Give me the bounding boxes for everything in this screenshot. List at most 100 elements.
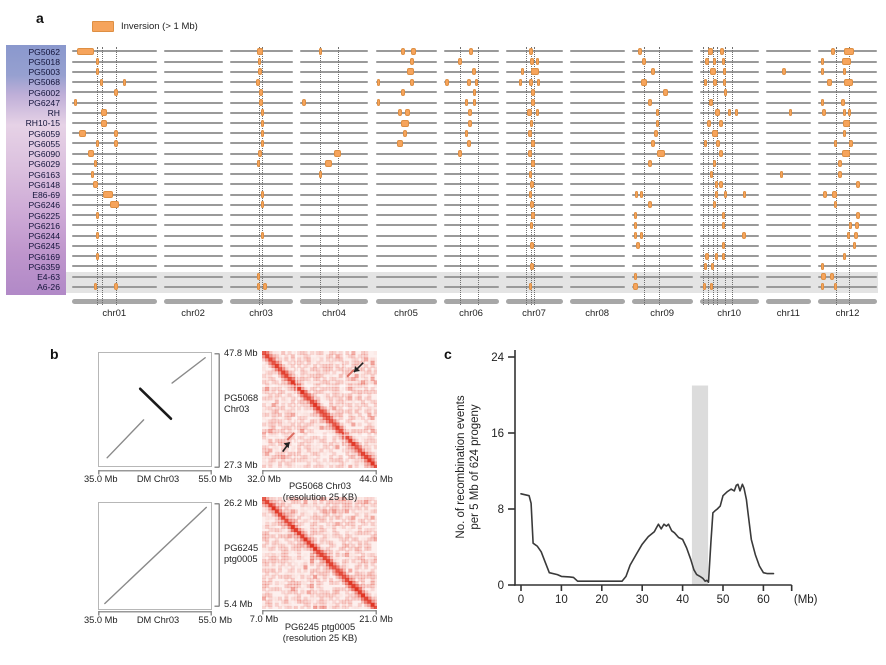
- inversion-marker: [260, 129, 265, 137]
- chromosome-line: [699, 70, 759, 73]
- chromosome-bar: [765, 299, 811, 304]
- sample-label-pg6002: PG6002: [28, 87, 60, 98]
- inversion-marker: [406, 68, 414, 76]
- inversion-marker: [833, 283, 838, 291]
- chromosome-line: [72, 244, 157, 247]
- inversion-marker: [788, 109, 793, 117]
- inversion-marker: [531, 68, 540, 76]
- chromosome-line: [72, 173, 157, 176]
- inversion-marker: [651, 68, 655, 76]
- chromosome-line: [163, 173, 223, 176]
- x-tick-label: 50: [717, 594, 730, 606]
- sample-label-pg6029: PG6029: [28, 159, 60, 170]
- panel-c-letter: c: [444, 346, 452, 362]
- chromosome-line: [299, 122, 369, 124]
- chromosome-line: [505, 285, 563, 288]
- chromosome-line: [631, 162, 693, 165]
- chromosome-line: [765, 50, 811, 53]
- heatmap-top-resolution: (resolution 25 KB): [282, 492, 358, 502]
- inversion-highlight-band: [691, 385, 709, 585]
- chromosome-line: [443, 203, 499, 206]
- chromosome-line: [631, 91, 693, 94]
- breakpoint-dotted-line: [101, 47, 103, 305]
- inversion-marker: [531, 160, 535, 168]
- chromosome-line: [375, 183, 437, 186]
- chromosome-line: [229, 224, 293, 227]
- inversion-marker: [402, 129, 407, 137]
- inversion-marker: [110, 201, 119, 209]
- chromosome-line: [229, 275, 293, 278]
- inversion-marker: [93, 160, 98, 168]
- chromosome-line: [569, 162, 625, 165]
- inversion-marker: [841, 99, 845, 106]
- sample-label-gradient: [6, 45, 66, 295]
- inversion-marker: [99, 78, 104, 86]
- inversion-marker: [723, 191, 728, 199]
- chromosome-line: [765, 173, 811, 176]
- inversion-marker: [655, 119, 660, 127]
- chromosome-line: [818, 91, 877, 94]
- breakpoint-dotted-line: [338, 47, 340, 305]
- chromosome-line: [299, 183, 369, 186]
- inversion-marker: [474, 78, 479, 86]
- chromosome-line: [569, 111, 625, 114]
- chromosome-line: [818, 193, 877, 196]
- inversion-marker: [409, 58, 415, 65]
- chromosome-bar: [163, 299, 223, 304]
- chromosome-line: [443, 162, 499, 165]
- inversion-marker: [842, 119, 850, 127]
- inversion-marker: [633, 232, 638, 240]
- chromosome-label-chr08: chr08: [585, 308, 610, 319]
- chromosome-line: [375, 81, 437, 83]
- inversion-marker: [713, 78, 717, 86]
- chromosome-line: [818, 255, 877, 258]
- inversion-marker: [632, 283, 638, 291]
- inversion-marker: [833, 201, 838, 209]
- inversion-marker: [528, 191, 533, 199]
- chromosome-line: [375, 255, 437, 258]
- inversion-marker: [469, 47, 473, 55]
- inversion-marker: [849, 139, 853, 147]
- chromosome-line: [163, 152, 223, 155]
- inversion-marker: [114, 283, 118, 291]
- chromosome-line: [765, 122, 811, 124]
- chromosome-line: [299, 214, 369, 217]
- inversion-marker: [843, 47, 855, 55]
- sample-label-rh: RH: [47, 108, 60, 118]
- chromosome-bar: [375, 299, 437, 304]
- heatmap-bottom-xmin: 7.0 Mb: [249, 614, 279, 624]
- chromosome-line: [299, 275, 369, 278]
- chromosome-line: [72, 275, 157, 278]
- chromosome-line: [375, 152, 437, 155]
- inversion-marker: [714, 180, 718, 188]
- inversion-marker: [822, 191, 828, 199]
- inversion-marker: [122, 78, 127, 86]
- chromosome-line: [443, 285, 499, 288]
- inversion-marker: [260, 109, 265, 117]
- inversion-marker: [716, 139, 720, 147]
- chromosome-line: [375, 70, 437, 73]
- inversion-marker: [841, 58, 851, 65]
- chromosome-label-chr02: chr02: [181, 308, 205, 319]
- inversion-marker: [318, 170, 322, 178]
- inversion-marker: [727, 109, 731, 117]
- chromosome-line: [299, 101, 369, 104]
- chromosome-line: [163, 234, 223, 237]
- chromosome-bar: [443, 299, 499, 304]
- breakpoint-dotted-line: [534, 47, 536, 305]
- dotplot-bottom-ytitle-2: ptg0005: [224, 554, 258, 564]
- chromosome-line: [163, 50, 223, 53]
- dotplot-bottom-ymin: 5.4 Mb: [224, 599, 253, 609]
- chromosome-line: [505, 193, 563, 196]
- heatmap-bottom-resolution: (resolution 25 KB): [282, 633, 358, 643]
- inversion-marker: [702, 283, 707, 291]
- chromosome-line: [631, 173, 693, 176]
- chromosome-line: [163, 285, 223, 288]
- chromosome-label-chr07: chr07: [522, 308, 546, 319]
- chromosome-line: [631, 122, 693, 124]
- inversion-marker: [838, 160, 843, 168]
- inversion-marker: [401, 88, 405, 96]
- chromosome-line: [163, 81, 223, 83]
- chromosome-line: [699, 162, 759, 165]
- chromosome-line: [765, 101, 811, 104]
